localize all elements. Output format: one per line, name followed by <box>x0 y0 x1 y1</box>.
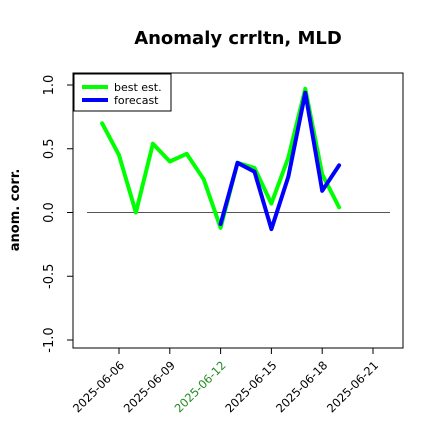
y-tick-label: -0.5 <box>42 264 57 289</box>
x-tick-label: 2025-06-09 <box>121 358 178 415</box>
legend: best est. forecast <box>73 73 172 112</box>
y-axis-label: anom. corr. <box>8 169 23 252</box>
y-tick-label: 0.5 <box>42 138 57 159</box>
x-axis: 2025-06-062025-06-092025-06-122025-06-15… <box>70 348 381 415</box>
legend-box <box>73 73 172 112</box>
y-tick-label: 0.0 <box>42 202 57 223</box>
legend-label-forecast: forecast <box>114 94 159 107</box>
x-tick-label: 2025-06-15 <box>222 358 279 415</box>
x-tick-label: 2025-06-21 <box>324 358 381 415</box>
series-line-forecast <box>218 90 342 232</box>
x-tick-label: 2025-06-06 <box>70 358 127 415</box>
y-tick-label: -1.0 <box>42 327 57 352</box>
x-tick-label: 2025-06-12 <box>172 358 229 415</box>
series-layer <box>100 86 342 232</box>
y-axis: -1.0 -0.5 0.0 0.5 1.0 <box>42 75 73 353</box>
legend-label-best-est: best est. <box>114 81 162 94</box>
plot-area <box>72 72 404 349</box>
y-tick-label: 1.0 <box>42 75 57 96</box>
chart-title: Anomaly crrltn, MLD <box>134 28 342 49</box>
x-tick-label: 2025-06-18 <box>273 358 330 415</box>
